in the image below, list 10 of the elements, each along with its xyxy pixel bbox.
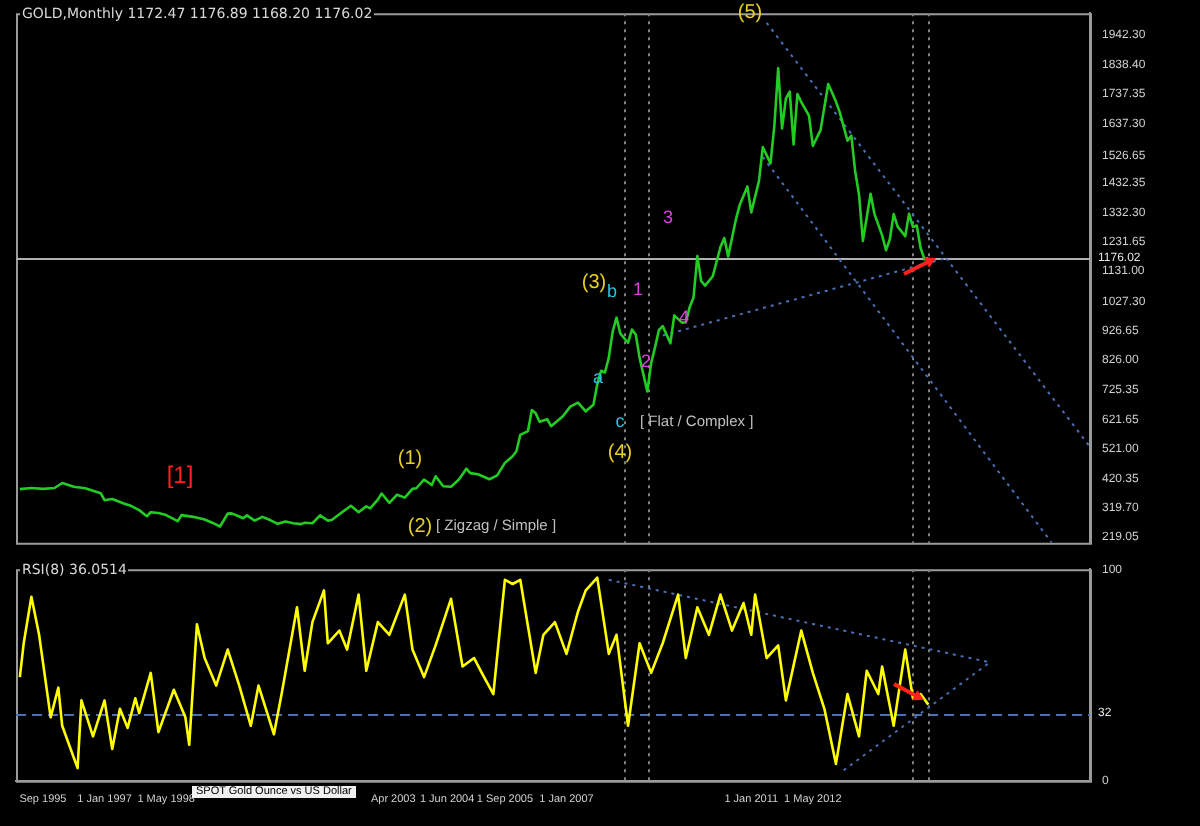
annotation: 2 bbox=[640, 350, 652, 371]
annotation: 3 bbox=[662, 206, 674, 227]
annotation: (4) bbox=[607, 441, 633, 464]
annotation: (3) bbox=[581, 271, 607, 294]
annotation: b bbox=[606, 280, 618, 301]
annotation: [1] bbox=[166, 460, 194, 489]
annotation: (2) bbox=[407, 515, 433, 538]
annotation: c bbox=[615, 410, 626, 431]
annotation: 1 bbox=[632, 278, 644, 299]
annotation: (1) bbox=[397, 447, 423, 470]
